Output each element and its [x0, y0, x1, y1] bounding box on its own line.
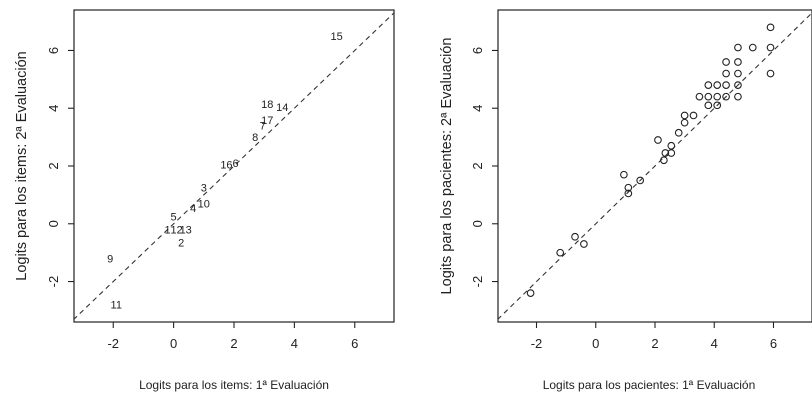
- y-tick-label: 2: [470, 162, 485, 169]
- data-point-circle: [766, 69, 775, 78]
- data-point-circle: [704, 81, 713, 89]
- y-tick-label: 0: [46, 220, 61, 227]
- data-point-circle: [734, 92, 742, 101]
- data-point-circle: [722, 81, 730, 89]
- data-point-label: 1: [165, 225, 171, 237]
- data-point-label: 9: [107, 253, 113, 265]
- data-point-circle: [624, 189, 633, 198]
- data-point-circle: [704, 92, 713, 101]
- data-point-label: 10: [198, 199, 210, 211]
- y-tick-label: 6: [470, 47, 485, 54]
- data-point-circle: [680, 118, 689, 127]
- y-axis-title: Logits para los pacientes: 2ª Evaluación: [439, 38, 455, 295]
- x-tick-label: 6: [770, 336, 777, 351]
- data-point-circle: [748, 43, 757, 52]
- y-axis-title: Logits para los items: 2ª Evaluación: [14, 51, 30, 280]
- data-point-circle: [734, 58, 742, 66]
- x-tick-label: 6: [351, 336, 358, 351]
- data-point-circle: [661, 149, 670, 157]
- items-scatter-panel: -2 0 2 4 6 -2 0 2 4 6 Logits para los items: 1ª Ev…: [14, 9, 395, 392]
- data-point-circle: [734, 43, 742, 52]
- data-point-circle: [722, 92, 730, 101]
- data-point-circle: [620, 170, 628, 179]
- data-point-circle: [722, 58, 730, 66]
- data-point-circle: [571, 232, 579, 241]
- data-point-circle: [689, 111, 698, 120]
- y-tick-label: 4: [46, 105, 61, 112]
- identity-reference-line: [74, 12, 394, 320]
- y-tick-label: 6: [46, 47, 61, 54]
- data-point-circle: [654, 136, 662, 144]
- data-point-label: 5: [171, 212, 177, 224]
- x-tick-label: 2: [230, 336, 237, 351]
- x-axis-title: Logits para los pacientes: 1ª Evaluación: [543, 378, 756, 392]
- x-tick-label: -2: [531, 336, 543, 351]
- data-point-circle: [674, 128, 683, 137]
- data-point-circle: [667, 149, 676, 157]
- data-point-label: 15: [331, 31, 343, 43]
- patients-scatter-panel: -2 0 2 4 6 -2 0 2 4 6 Logits para los pacientes: 1…: [439, 9, 812, 392]
- data-point-label: 3: [201, 183, 207, 195]
- data-point-circle: [667, 141, 676, 150]
- data-point-label: 13: [180, 225, 192, 237]
- data-point-circle: [526, 289, 535, 297]
- data-point-label: 14: [276, 102, 288, 114]
- data-point-circle: [704, 101, 713, 110]
- data-point-label: 7: [260, 121, 266, 133]
- data-point-label: 6: [232, 158, 238, 170]
- data-point-circle: [695, 92, 704, 101]
- y-tick-label: 2: [46, 162, 61, 169]
- data-point-circle: [722, 69, 730, 78]
- data-point-circle: [713, 81, 722, 89]
- x-tick-label: 0: [592, 336, 599, 351]
- data-point-label: 18: [261, 99, 273, 111]
- data-point-circle: [766, 43, 775, 52]
- data-point-label: 8: [252, 132, 258, 144]
- data-point-circle: [734, 81, 742, 89]
- data-point-circle: [766, 23, 775, 32]
- data-point-circle: [580, 240, 588, 248]
- x-tick-label: 2: [651, 336, 658, 351]
- x-axis-title: Logits para los items: 1ª Evaluación: [139, 378, 329, 392]
- x-tick-label: 0: [170, 336, 177, 351]
- x-tick-label: 4: [711, 336, 718, 351]
- data-point-circle: [660, 156, 668, 165]
- y-tick-label: 0: [470, 220, 485, 227]
- data-point-label: 17: [261, 115, 273, 127]
- y-tick-label: -2: [46, 276, 61, 288]
- data-point-label: 16: [220, 160, 232, 172]
- x-tick-label: 4: [291, 336, 298, 351]
- data-point-label: 4: [190, 203, 196, 215]
- data-point-label: 12: [171, 225, 183, 237]
- data-point-label: 11: [111, 300, 122, 312]
- data-point-circle: [734, 69, 742, 78]
- y-tick-label: 4: [470, 105, 485, 112]
- data-point-circle: [713, 92, 722, 101]
- x-tick-label: -2: [107, 336, 119, 351]
- data-point-circle: [624, 183, 633, 192]
- identity-reference-line: [498, 12, 812, 320]
- y-tick-label: -2: [470, 276, 485, 288]
- data-point-circle: [556, 248, 565, 257]
- data-point-circle: [636, 176, 645, 185]
- data-point-circle: [713, 101, 722, 110]
- data-point-circle: [680, 111, 689, 120]
- data-point-label: 2: [178, 238, 184, 250]
